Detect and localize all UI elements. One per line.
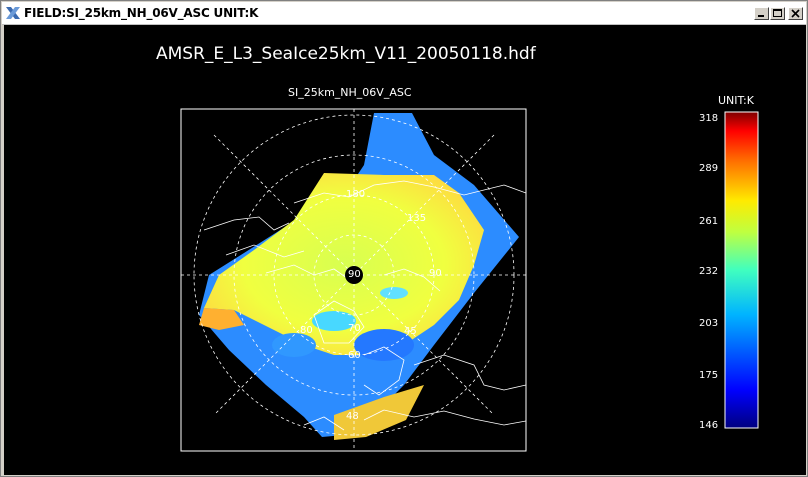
plot-svg: AMSR_E_L3_SeaIce25km_V11_20050118.hdf SI… (156, 44, 759, 452)
close-button[interactable] (788, 7, 803, 20)
map-title: SI_25km_NH_06V_ASC (288, 86, 412, 99)
map-frame (180, 108, 527, 452)
lon-label-180: 180 (346, 189, 365, 200)
lat-label-60: 60 (348, 350, 361, 361)
lon-label-90: 90 (429, 268, 442, 279)
pole-hole (345, 266, 363, 284)
app-x-icon (6, 7, 20, 19)
center-label: 90 (348, 269, 361, 280)
title-bar[interactable]: FIELD:SI_25km_NH_06V_ASC UNIT:K (2, 2, 806, 25)
minimize-icon (758, 15, 764, 17)
swath-warm-wedge (199, 308, 244, 330)
swath-cyan-patch (312, 311, 356, 331)
polar-map (181, 109, 526, 451)
plot-canvas: AMSR_E_L3_SeaIce25km_V11_20050118.hdf SI… (4, 25, 806, 475)
close-icon (791, 9, 800, 18)
colorbar-tick-label: 146 (699, 420, 718, 431)
swath-blue-patch (272, 333, 316, 357)
lon-label-45: 45 (404, 326, 417, 337)
colorbar-tick-label: 203 (699, 318, 718, 329)
colorbar-tick-label: 289 (699, 163, 718, 174)
colorbar (724, 111, 759, 429)
window-title: FIELD:SI_25km_NH_06V_ASC UNIT:K (24, 6, 259, 20)
file-title: AMSR_E_L3_SeaIce25km_V11_20050118.hdf (156, 44, 537, 64)
minimize-button[interactable] (754, 7, 769, 20)
maximize-button[interactable] (770, 7, 785, 20)
colorbar-ticks: 318 289 261 232 203 175 146 (699, 113, 718, 431)
swath-ice-region (204, 173, 484, 355)
swath-cyan-patch (380, 287, 408, 299)
colorbar-tick-label: 318 (699, 113, 718, 124)
lat-label-80: 80 (300, 325, 313, 336)
colorbar-tick-label: 175 (699, 370, 718, 381)
lat-label-48: 48 (346, 411, 359, 422)
lon-label-135: 135 (407, 213, 426, 224)
colorbar-tick-label: 261 (699, 216, 718, 227)
lat-label-70: 70 (348, 323, 361, 334)
maximize-icon (773, 9, 782, 17)
colorbar-unit-label: UNIT:K (718, 94, 755, 107)
coastlines (203, 180, 526, 431)
colorbar-tick-label: 232 (699, 266, 718, 277)
